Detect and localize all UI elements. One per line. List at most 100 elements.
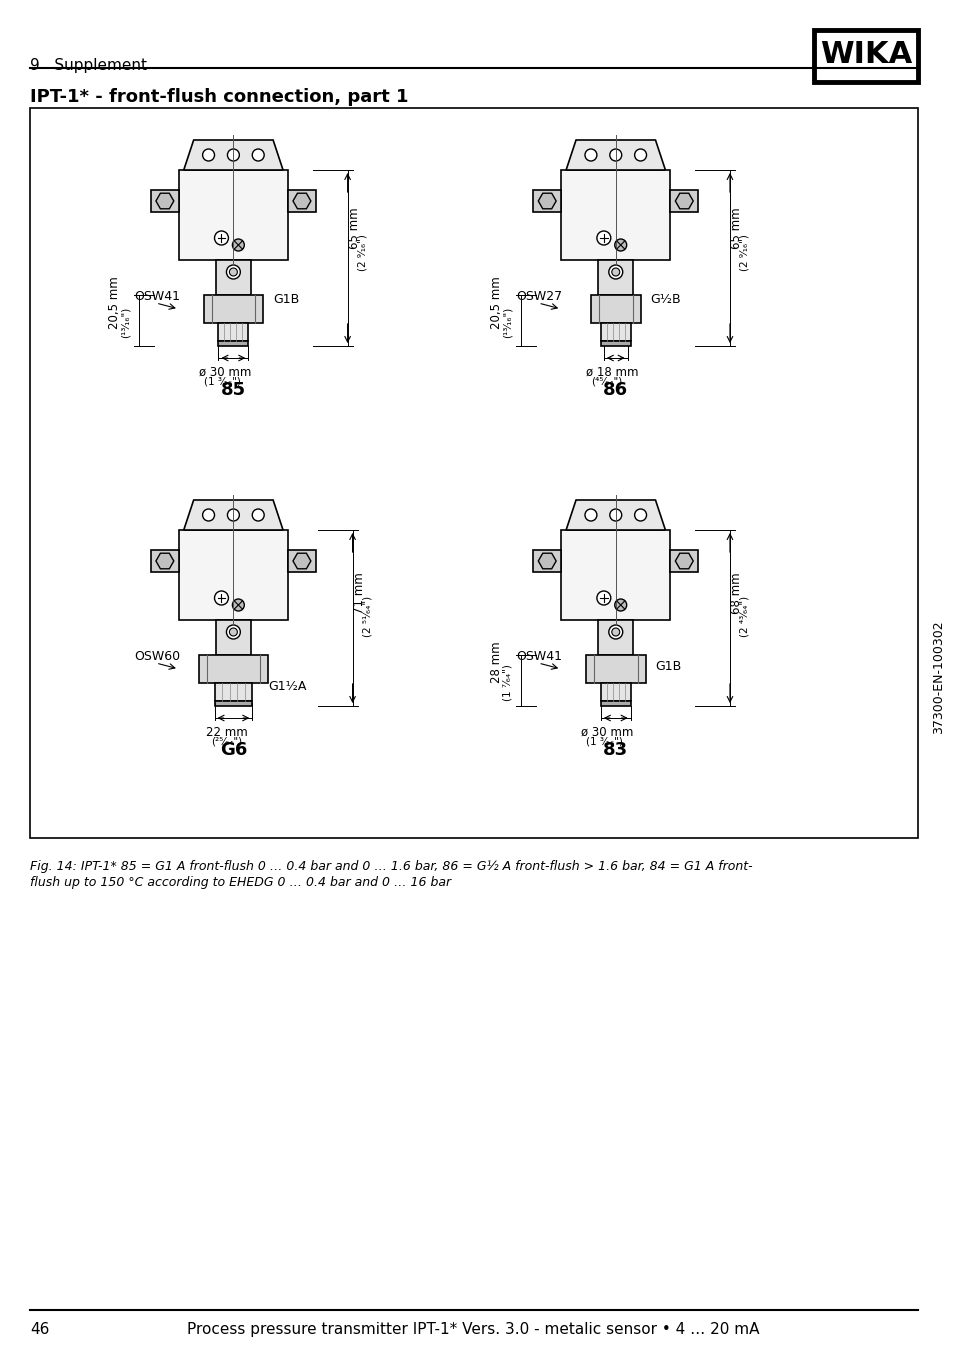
Text: OSW41: OSW41 [134, 290, 180, 303]
Text: OSW27: OSW27 [516, 290, 562, 303]
Text: 37300-EN-100302: 37300-EN-100302 [931, 620, 944, 734]
Text: Fig. 14: IPT-1* 85 = G1 A front-flush 0 … 0.4 bar and 0 … 1.6 bar, 86 = G½ A fro: Fig. 14: IPT-1* 85 = G1 A front-flush 0 … [30, 860, 752, 873]
Text: (2 ⁹⁄₁₆"): (2 ⁹⁄₁₆") [740, 234, 749, 271]
Text: (⁴⁵⁄₆₄"): (⁴⁵⁄₆₄") [590, 376, 621, 386]
Polygon shape [184, 139, 283, 171]
Text: OSW60: OSW60 [134, 650, 180, 663]
Polygon shape [184, 500, 283, 529]
Bar [215, 260, 251, 295]
Polygon shape [155, 194, 173, 209]
Bar [178, 171, 288, 260]
Circle shape [214, 590, 228, 605]
Circle shape [233, 598, 244, 611]
Text: OSW41: OSW41 [516, 650, 562, 663]
Text: ø 30 mm: ø 30 mm [580, 726, 633, 739]
Text: 85: 85 [220, 380, 246, 399]
Circle shape [584, 149, 597, 161]
Text: ø 30 mm: ø 30 mm [198, 366, 251, 379]
Bar [214, 682, 252, 701]
Bar [590, 295, 639, 324]
Bar [178, 529, 288, 620]
Circle shape [609, 149, 621, 161]
Text: (1 ⁷⁄₆₄"): (1 ⁷⁄₆₄") [502, 663, 512, 701]
Polygon shape [675, 554, 693, 569]
Bar [814, 30, 917, 83]
Text: 71 mm: 71 mm [353, 573, 366, 613]
Circle shape [634, 149, 646, 161]
Circle shape [214, 232, 228, 245]
Bar [598, 620, 633, 655]
Circle shape [611, 628, 619, 636]
Text: (1 ³⁄₁₆"): (1 ³⁄₁₆") [203, 376, 240, 386]
Polygon shape [537, 554, 556, 569]
Text: 68 mm: 68 mm [730, 573, 742, 613]
Circle shape [252, 149, 264, 161]
Bar [151, 550, 178, 571]
Bar [288, 550, 315, 571]
Text: 9   Supplement: 9 Supplement [30, 58, 147, 73]
Polygon shape [155, 554, 173, 569]
Circle shape [229, 268, 237, 276]
Bar [203, 295, 263, 324]
Bar [600, 324, 630, 341]
Bar [214, 701, 252, 705]
Bar [560, 529, 670, 620]
Bar [288, 190, 315, 213]
Text: 83: 83 [602, 741, 628, 760]
Circle shape [227, 149, 239, 161]
Circle shape [233, 240, 244, 250]
Polygon shape [675, 194, 693, 209]
Bar [533, 550, 560, 571]
Text: G6: G6 [219, 741, 247, 760]
Bar [585, 655, 645, 682]
Circle shape [202, 509, 214, 521]
Text: 86: 86 [602, 380, 628, 399]
Circle shape [608, 626, 622, 639]
Circle shape [597, 590, 610, 605]
Circle shape [608, 265, 622, 279]
Text: (2 ⁵¹⁄₆₄"): (2 ⁵¹⁄₆₄") [362, 596, 372, 636]
Text: 20,5 mm: 20,5 mm [108, 276, 121, 329]
Text: G1B: G1B [273, 292, 299, 306]
Text: 65 mm: 65 mm [348, 207, 360, 249]
Text: (2 ⁴³⁄₆₄"): (2 ⁴³⁄₆₄") [740, 596, 749, 636]
Bar [533, 190, 560, 213]
Circle shape [614, 598, 626, 611]
Bar [215, 620, 251, 655]
Circle shape [226, 265, 240, 279]
Text: IPT-1* - front-flush connection, part 1: IPT-1* - front-flush connection, part 1 [30, 88, 408, 106]
Bar [560, 171, 670, 260]
Bar [670, 550, 698, 571]
Bar [600, 682, 630, 701]
Text: 20,5 mm: 20,5 mm [490, 276, 502, 329]
Text: flush up to 150 °C according to EHEDG 0 … 0.4 bar and 0 … 16 bar: flush up to 150 °C according to EHEDG 0 … [30, 876, 451, 890]
Bar [151, 190, 178, 213]
Circle shape [229, 628, 237, 636]
Text: (¹³⁄₁₆"): (¹³⁄₁₆") [120, 307, 130, 338]
Circle shape [252, 509, 264, 521]
Bar [218, 341, 248, 347]
Circle shape [634, 509, 646, 521]
Text: (¹³⁄₁₆"): (¹³⁄₁₆") [502, 307, 512, 338]
Text: 46: 46 [30, 1322, 50, 1336]
Circle shape [226, 626, 240, 639]
Text: (2 ⁹⁄₁₆"): (2 ⁹⁄₁₆") [357, 234, 367, 271]
Text: G1½A: G1½A [268, 680, 306, 693]
Bar [600, 341, 630, 347]
Polygon shape [537, 194, 556, 209]
Polygon shape [565, 500, 665, 529]
Text: (1 ³⁄₁₆"): (1 ³⁄₁₆") [585, 737, 622, 746]
Bar [218, 324, 248, 341]
Polygon shape [565, 139, 665, 171]
Text: Process pressure transmitter IPT-1* Vers. 3.0 - metalic sensor • 4 … 20 mA: Process pressure transmitter IPT-1* Vers… [188, 1322, 760, 1336]
Circle shape [611, 268, 619, 276]
Text: G1B: G1B [655, 659, 681, 673]
Bar [30, 108, 917, 838]
Bar [198, 655, 268, 682]
Polygon shape [293, 554, 311, 569]
Polygon shape [293, 194, 311, 209]
Circle shape [609, 509, 621, 521]
Text: G½B: G½B [650, 292, 680, 306]
Text: 65 mm: 65 mm [730, 207, 742, 249]
Circle shape [202, 149, 214, 161]
